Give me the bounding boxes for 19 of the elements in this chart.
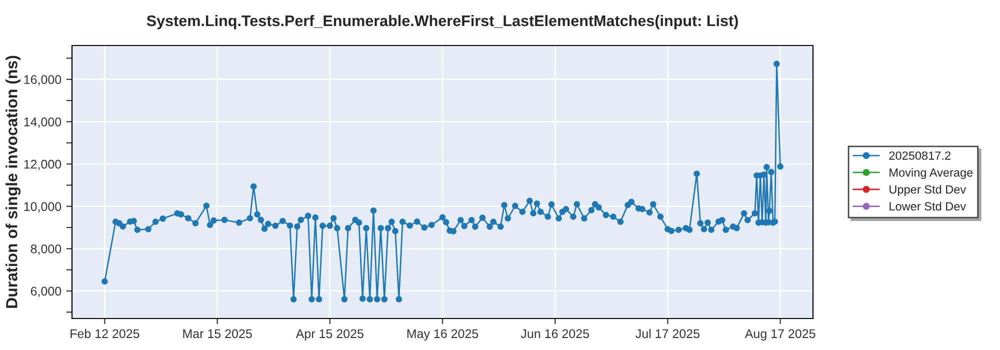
y-tick-label: 16,000 <box>24 75 62 86</box>
y-axis-title: Duration of single invocation (ns) <box>6 56 21 308</box>
y-tick-label: 14,000 <box>24 117 62 128</box>
x-tick-label: Jul 17 2025 <box>636 328 700 338</box>
x-tick-label: Feb 12 2025 <box>70 328 140 338</box>
y-tick-label: 8,000 <box>30 244 62 255</box>
y-tick-label: 12,000 <box>24 160 62 170</box>
legend-label: Lower Std Dev <box>890 202 966 211</box>
chart-title: System.Linq.Tests.Perf_Enumerable.WhereFirst_LastElementMatches(input: List) <box>146 14 738 30</box>
legend-label: 20250817.2 <box>889 151 950 160</box>
y-tick-label: 6,000 <box>30 286 62 298</box>
x-tick-label: Aug 17 2025 <box>744 329 816 341</box>
x-tick-label: Apr 15 2025 <box>296 329 364 341</box>
x-tick-label: Jun 16 2025 <box>520 329 589 338</box>
legend-label: Upper Std Dev <box>890 184 966 196</box>
y-tick-label: 10,000 <box>24 202 62 212</box>
x-tick-label: Mar 15 2025 <box>183 329 252 338</box>
legend-label: Moving Average <box>890 168 973 180</box>
x-tick-label: May 16 2025 <box>407 329 478 341</box>
